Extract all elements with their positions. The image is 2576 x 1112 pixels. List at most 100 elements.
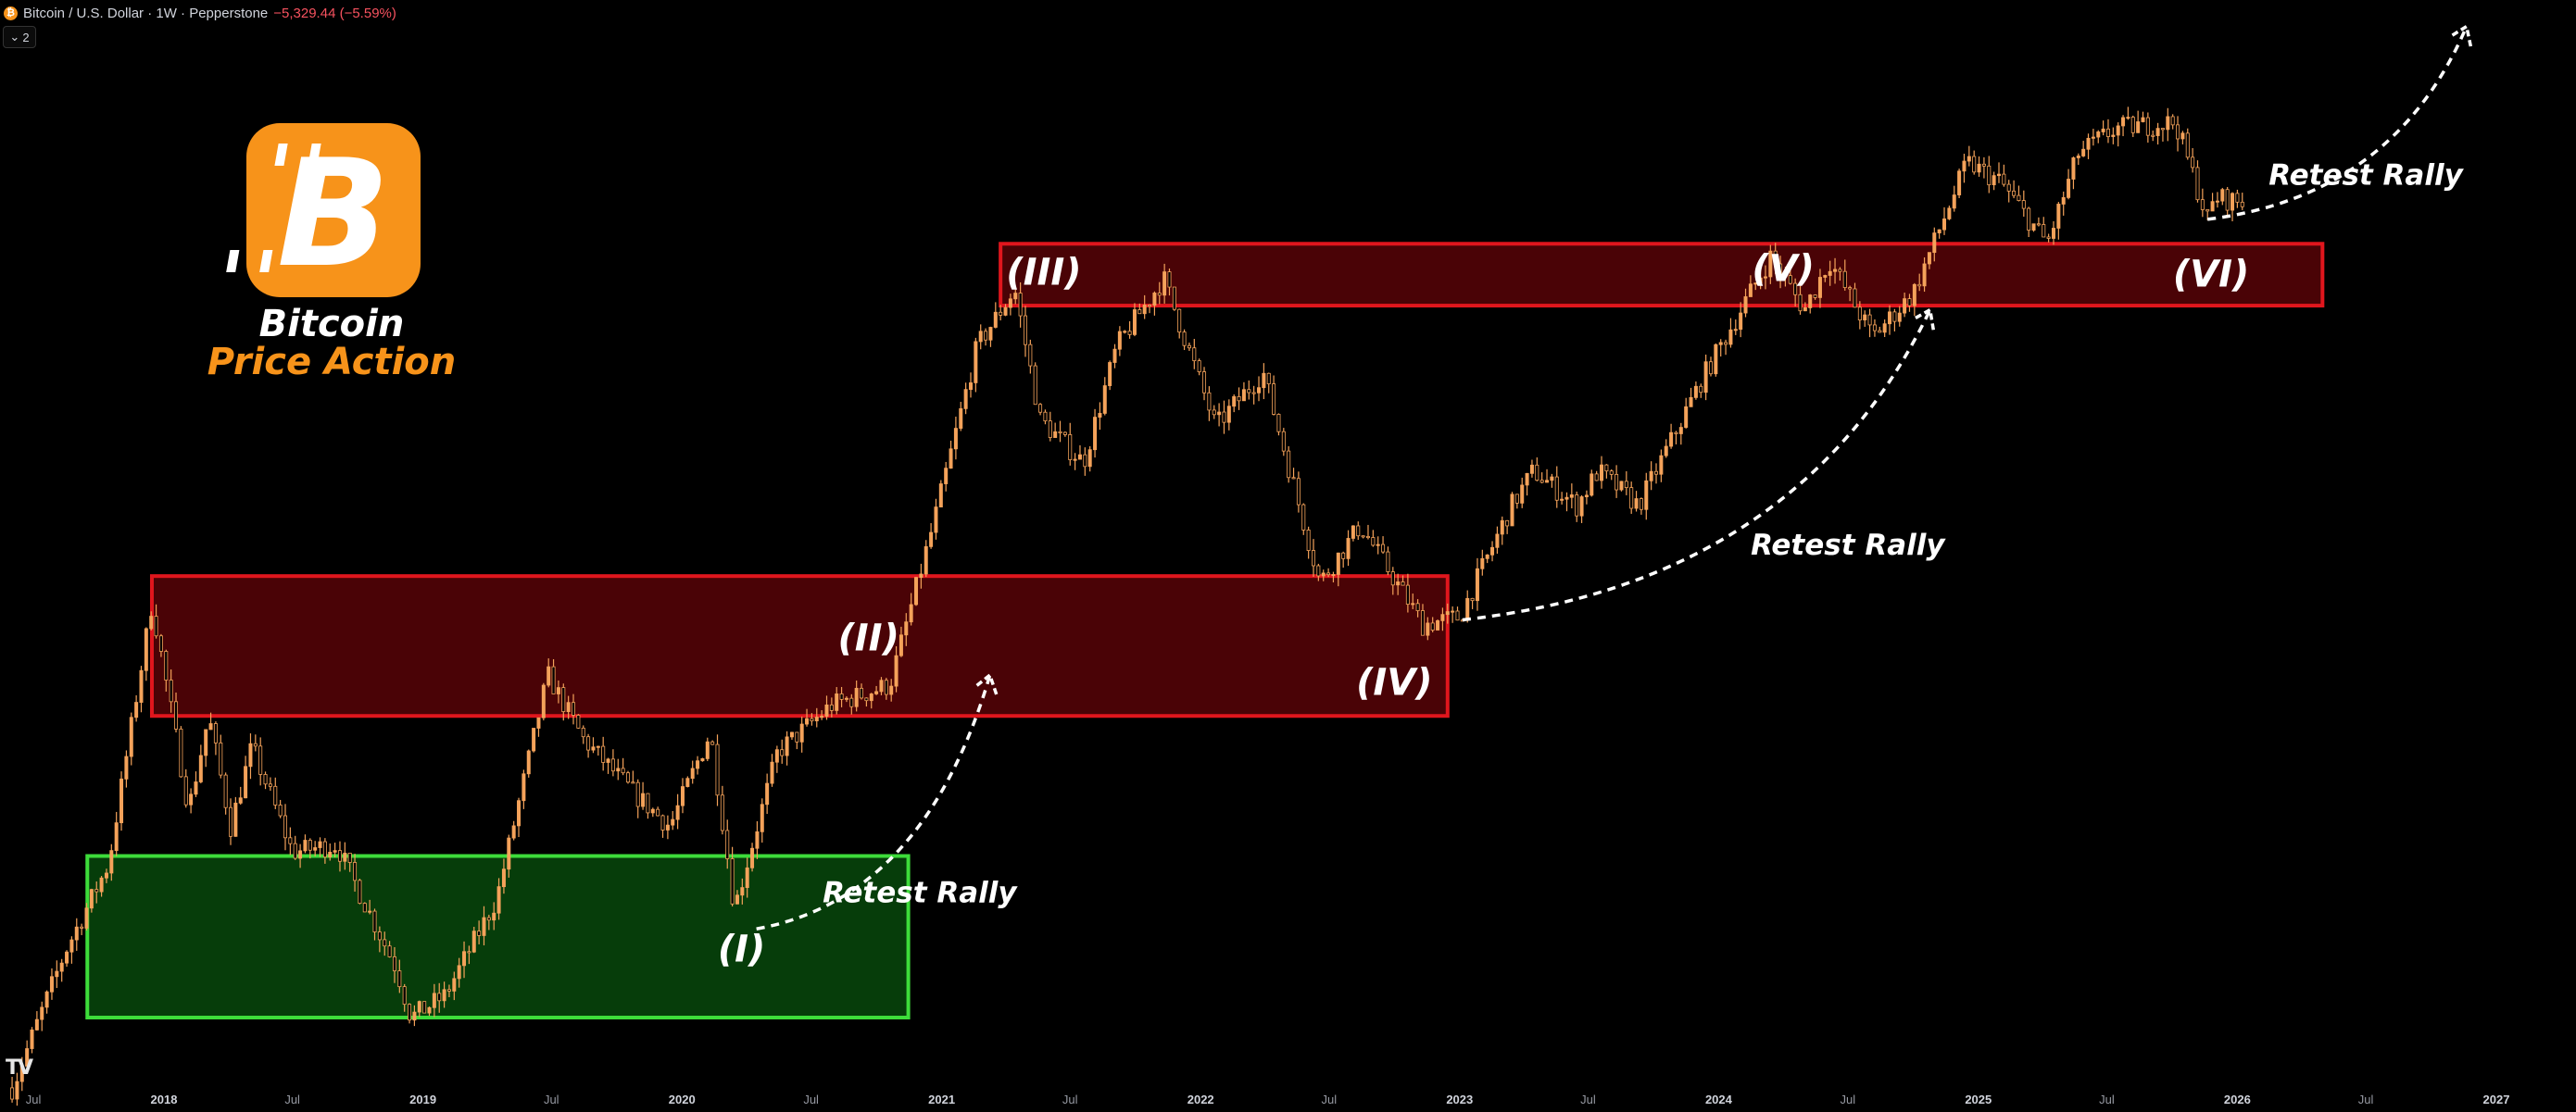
- candle-body: [1793, 282, 1798, 295]
- candle-body: [1401, 581, 1405, 586]
- candle-body: [1132, 309, 1137, 335]
- symbol-header[interactable]: ₿ Bitcoin / U.S. Dollar · 1W · Peppersto…: [4, 3, 396, 23]
- candle-body: [606, 758, 610, 763]
- candle-body: [1981, 163, 1986, 167]
- candle-body: [650, 808, 655, 814]
- candle-body: [408, 1004, 412, 1021]
- indicators-collapse-button[interactable]: ⌄ 2: [3, 26, 36, 48]
- arrows-layer: [756, 23, 2473, 931]
- candle-body: [1003, 306, 1008, 316]
- candle-body: [839, 693, 844, 700]
- candle-body: [55, 970, 59, 978]
- candle-body: [988, 327, 993, 341]
- candle-body: [1301, 504, 1306, 531]
- candle-body: [194, 781, 198, 795]
- candle-body: [1992, 175, 1996, 186]
- candle-body: [471, 931, 476, 953]
- candle-body: [2031, 223, 2036, 231]
- candle-body: [799, 723, 804, 743]
- candle-body: [362, 903, 367, 913]
- candle-body: [1903, 298, 1907, 314]
- candle-body: [1644, 480, 1649, 510]
- candle-body: [1575, 494, 1579, 517]
- x-tick-label: Jul: [1062, 1093, 1078, 1106]
- candle-body: [1142, 305, 1147, 315]
- candle-body: [735, 894, 739, 905]
- candle-body: [412, 1011, 417, 1021]
- candle-body: [1102, 385, 1107, 414]
- candle-body: [1505, 519, 1510, 527]
- arrow-head-2: [2448, 23, 2473, 47]
- candle-body: [1112, 348, 1117, 363]
- candle-body: [1331, 574, 1336, 577]
- candle-body: [517, 800, 521, 827]
- x-tick-label: Jul: [1322, 1093, 1338, 1106]
- candle-body: [1724, 342, 1728, 345]
- candle-body: [641, 793, 646, 807]
- x-tick-label: Jul: [284, 1093, 300, 1106]
- candle-body: [1584, 494, 1589, 497]
- candle-body: [1932, 232, 1937, 254]
- candle-body: [2076, 156, 2080, 158]
- candle-body: [507, 837, 511, 870]
- candle-body: [1813, 294, 1817, 298]
- candle-body: [2071, 157, 2076, 180]
- x-tick-label: Jul: [1580, 1093, 1596, 1106]
- candle-body: [486, 917, 491, 921]
- candle-body: [74, 926, 79, 941]
- candle-body: [347, 852, 352, 863]
- candle-body: [1718, 342, 1723, 345]
- candle-body: [1639, 498, 1643, 510]
- candle-body: [1817, 277, 1822, 298]
- candle-body: [1272, 383, 1276, 415]
- candle-body: [1356, 525, 1361, 537]
- candle-body: [273, 785, 278, 806]
- candle-body: [2215, 200, 2219, 203]
- candle-body: [1371, 537, 1376, 546]
- x-tick-label: 2022: [1187, 1093, 1214, 1106]
- candle-body: [496, 886, 501, 914]
- bitcoin-logo: B: [226, 123, 421, 300]
- candle-body: [1748, 283, 1753, 297]
- candle-body: [1739, 312, 1743, 331]
- candle-body: [198, 755, 203, 782]
- candle-body: [154, 616, 158, 637]
- candle-body: [1251, 392, 1256, 394]
- candle-body: [730, 858, 735, 905]
- candle-body: [1306, 530, 1311, 551]
- candle-body: [189, 793, 194, 806]
- candle-body: [2116, 125, 2120, 136]
- candle-body: [1351, 525, 1355, 539]
- candle-body: [1152, 293, 1157, 306]
- candle-body: [238, 797, 243, 804]
- candle-body: [1062, 431, 1067, 435]
- candle-body: [2210, 201, 2215, 212]
- candle-body: [665, 824, 670, 831]
- candle-body: [1653, 470, 1658, 475]
- candle-body: [720, 794, 724, 831]
- candle-body: [1922, 263, 1927, 287]
- candle-body: [621, 768, 625, 774]
- candle-body: [2195, 167, 2200, 201]
- candle-body: [1634, 498, 1639, 509]
- candle-body: [968, 382, 973, 391]
- candle-body: [1470, 597, 1475, 602]
- candle-body: [1659, 455, 1664, 475]
- bitcoin-logo-glyph: B: [277, 127, 390, 300]
- candle-body: [446, 989, 451, 992]
- candle-body: [2160, 128, 2165, 131]
- wave-label-0: (I): [718, 928, 765, 970]
- candle-body: [2111, 134, 2116, 137]
- candle-body: [2166, 116, 2170, 131]
- candle-body: [1420, 610, 1425, 636]
- candle-body: [2027, 207, 2031, 231]
- candle-body: [1808, 294, 1813, 308]
- candle-body: [1629, 487, 1634, 509]
- candle-body: [1281, 431, 1286, 452]
- candle-body: [551, 666, 556, 694]
- candle-body: [1604, 464, 1609, 472]
- candle-body: [417, 1001, 421, 1013]
- candle-body: [914, 577, 919, 606]
- candle-body: [984, 331, 988, 341]
